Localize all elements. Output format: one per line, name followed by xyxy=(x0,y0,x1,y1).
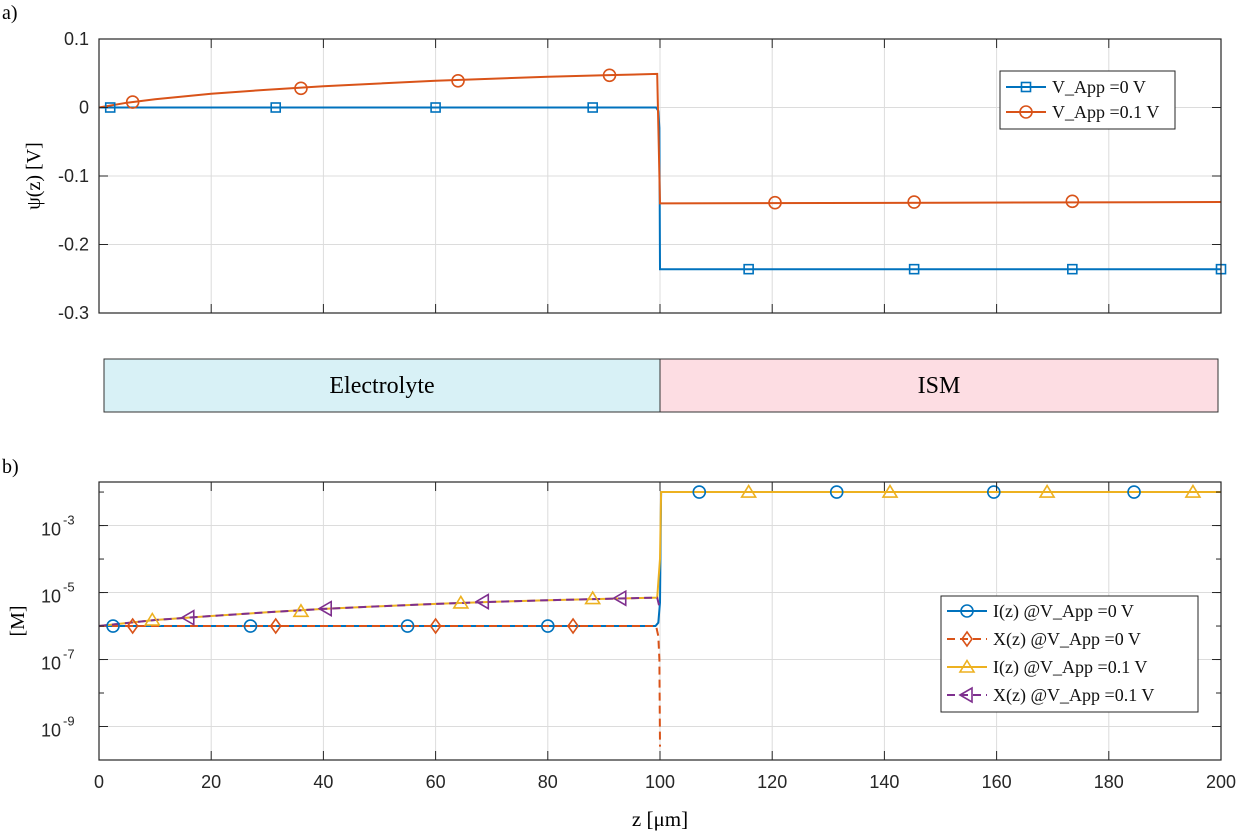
x-tick-label: 100 xyxy=(645,772,675,792)
data-point-i-z-v-app-0-v xyxy=(1127,485,1141,499)
data-point-v-app-0-1-v xyxy=(602,68,617,83)
data-point-i-z-v-app-0-v xyxy=(400,619,415,633)
x-tick-label: 20 xyxy=(201,772,221,792)
x-tick-label: 80 xyxy=(538,772,558,792)
legend-a: V_App =0 V V_App =0.1 V xyxy=(999,70,1176,130)
legend-label: I(z) @V_App =0 V xyxy=(993,601,1134,622)
legend-marker xyxy=(960,604,974,618)
y-tick-label: 10 xyxy=(41,520,61,540)
data-point-i-z-v-app-0-1-v xyxy=(292,603,310,618)
data-point-v-app-0-1-v xyxy=(294,81,308,96)
data-point-i-z-v-app-0-1-v xyxy=(584,590,602,605)
data-point-i-z-v-app-0-v xyxy=(829,485,844,499)
region-label-ism: ISM xyxy=(918,373,961,399)
y-tick-exponent: -7 xyxy=(63,647,75,662)
data-point-i-z-v-app-0-1-v xyxy=(881,484,899,498)
x-tick-label: 160 xyxy=(982,772,1012,792)
y-axis-label-b: [M] xyxy=(7,605,29,636)
x-tick-label: 200 xyxy=(1206,772,1236,792)
data-point-x-z-v-app-0-1-v xyxy=(180,609,195,627)
region-ism xyxy=(659,358,1219,413)
y-tick-label: -0.1 xyxy=(58,166,89,186)
legend-label: X(z) @V_App =0 V xyxy=(993,629,1141,650)
legend-label: X(z) @V_App =0.1 V xyxy=(993,685,1154,706)
series-line-v-app-0-v xyxy=(99,106,1221,271)
series-line-x-z-v-app-0-1-v xyxy=(98,596,661,627)
y-tick-label: 10 xyxy=(41,654,61,674)
data-point-x-z-v-app-0-1-v xyxy=(317,600,333,618)
legend-marker xyxy=(958,686,973,704)
legend-label: I(z) @V_App =0.1 V xyxy=(993,657,1147,678)
legend-marker xyxy=(961,630,973,648)
data-point-v-app-0-1-v xyxy=(907,195,921,209)
legend-label: V_App =0 V xyxy=(1052,77,1146,97)
region-electrolyte xyxy=(103,358,661,413)
x-tick-label: 120 xyxy=(757,772,787,792)
data-point-x-z-v-app-0-v xyxy=(269,617,282,635)
data-point-i-z-v-app-0-1-v xyxy=(1184,484,1202,498)
x-axis-label-b: z [μm] xyxy=(632,807,688,831)
data-point-x-z-v-app-0-v xyxy=(126,617,139,635)
series-line-x-z-v-app-0-v xyxy=(99,625,661,747)
y-tick-label: 10 xyxy=(41,587,61,607)
data-point-i-z-v-app-0-1-v xyxy=(143,611,161,626)
region-label-electrolyte: Electrolyte xyxy=(329,373,434,399)
y-tick-exponent: -9 xyxy=(63,714,75,729)
y-tick-label: -0.2 xyxy=(58,235,89,255)
data-point-i-z-v-app-0-1-v xyxy=(452,594,470,609)
panel-label-a: a) xyxy=(2,2,18,24)
data-point-x-z-v-app-0-v xyxy=(567,617,580,635)
legend-marker xyxy=(1020,81,1032,93)
y-tick-label: 0 xyxy=(79,98,89,118)
y-tick-exponent: -5 xyxy=(63,580,75,595)
chart-panel-a: -0.3-0.2-0.100.1 ψ(z) [V] V_App =0 VV_Ap… xyxy=(23,29,1227,323)
legend-box-a xyxy=(999,70,1176,130)
data-point-v-app-0-v xyxy=(743,263,754,275)
data-point-x-z-v-app-0-1-v xyxy=(474,593,490,610)
series-markers-b xyxy=(106,484,1202,635)
y-tick-label: 10 xyxy=(41,721,61,741)
y-tick-exponent: -3 xyxy=(63,513,75,528)
legend-label: V_App =0.1 V xyxy=(1052,102,1159,122)
ticks-a: -0.3 -0.2 -0.1 0 0.1 xyxy=(58,29,1222,323)
data-point-v-app-0-v xyxy=(270,102,282,113)
data-point-i-z-v-app-0-v xyxy=(243,619,258,633)
data-point-i-z-v-app-0-v xyxy=(540,619,555,633)
legend-marker xyxy=(958,658,976,673)
data-point-i-z-v-app-0-1-v xyxy=(740,484,758,498)
data-point-v-app-0-1-v xyxy=(451,73,465,88)
region-bar: Electrolyte ISM xyxy=(103,358,1219,413)
data-point-i-z-v-app-0-v xyxy=(986,485,1001,499)
data-point-x-z-v-app-0-v xyxy=(429,617,442,635)
x-tick-label: 140 xyxy=(869,772,899,792)
data-point-i-z-v-app-0-v xyxy=(692,485,707,499)
data-point-i-z-v-app-0-1-v xyxy=(1038,484,1056,498)
data-point-v-app-0-v xyxy=(908,263,920,275)
series-markers-a xyxy=(104,68,1227,275)
data-point-x-z-v-app-0-1-v xyxy=(612,589,627,607)
data-point-v-app-0-1-v xyxy=(768,195,782,210)
y-tick-label: 0.1 xyxy=(64,29,89,49)
legend-marker xyxy=(1019,105,1033,119)
data-point-v-app-0-v xyxy=(1067,263,1078,275)
x-tick-label: 180 xyxy=(1094,772,1124,792)
data-point-v-app-0-v xyxy=(430,102,441,113)
x-tick-label: 60 xyxy=(426,772,446,792)
data-point-v-app-0-v xyxy=(587,102,598,113)
legend-box-b xyxy=(940,595,1199,713)
data-point-v-app-0-1-v xyxy=(125,95,140,109)
y-axis-label-a: ψ(z) [V] xyxy=(23,142,45,209)
x-tick-label: 40 xyxy=(313,772,333,792)
x-tick-label: 0 xyxy=(94,772,104,792)
panel-label-b: b) xyxy=(2,456,19,478)
series-lines-b xyxy=(98,491,1221,747)
y-tick-label: -0.3 xyxy=(58,303,89,323)
data-point-i-z-v-app-0-v xyxy=(106,619,120,633)
legend-b: I(z) @V_App =0 V X(z) @V_App =0 V I(z) @V_… xyxy=(940,595,1199,713)
data-point-v-app-0-1-v xyxy=(1065,194,1080,209)
